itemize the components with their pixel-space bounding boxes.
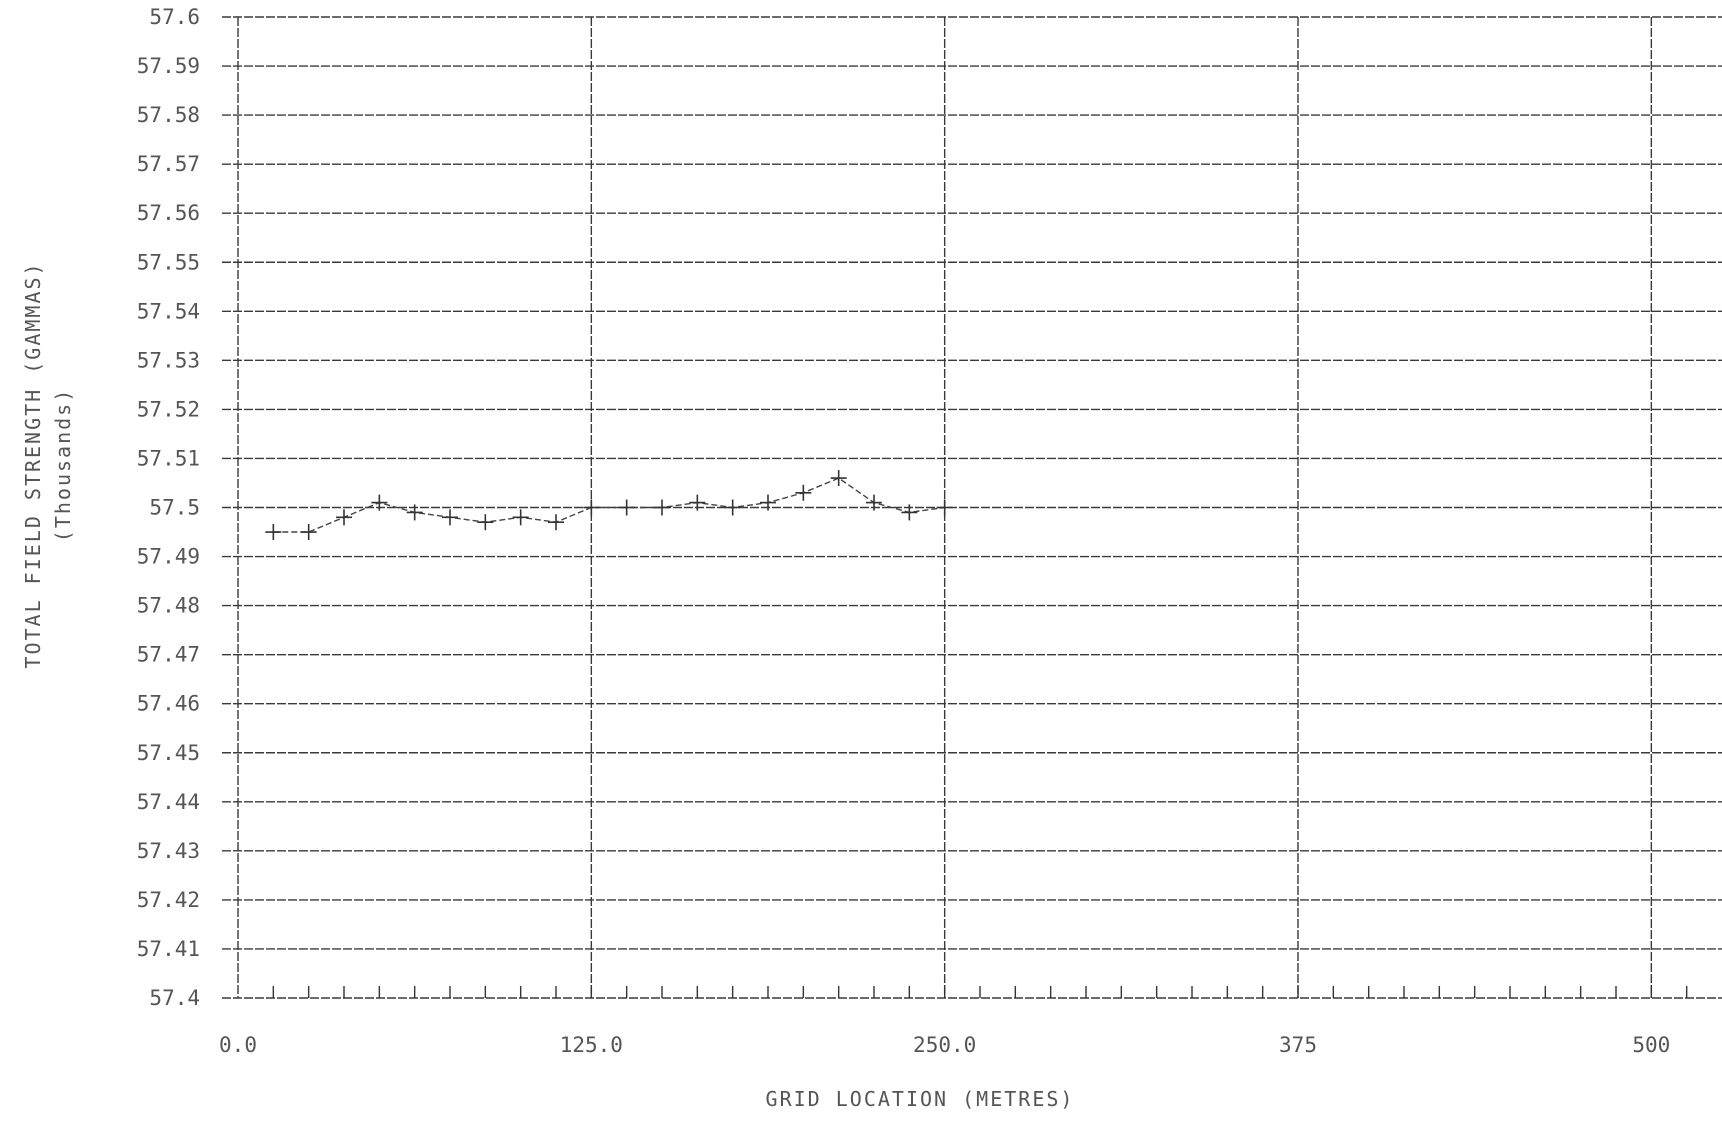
data-point bbox=[583, 499, 600, 516]
series-line bbox=[273, 477, 945, 533]
data-point bbox=[336, 509, 352, 526]
data-point bbox=[689, 494, 706, 511]
grid bbox=[222, 16, 1722, 999]
data-series bbox=[265, 470, 953, 541]
y-tick-label: 57.5 bbox=[149, 496, 200, 520]
y-tick-label: 57.49 bbox=[137, 545, 200, 569]
data-point bbox=[901, 504, 918, 521]
data-point bbox=[442, 509, 458, 526]
y-tick-label: 57.57 bbox=[137, 152, 200, 176]
data-point bbox=[548, 514, 564, 531]
x-axis-title: GRID LOCATION (METRES) bbox=[766, 1087, 1075, 1111]
x-tick-label: 125.0 bbox=[560, 1033, 623, 1057]
y-tick-label: 57.51 bbox=[137, 446, 200, 470]
y-tick-label: 57.55 bbox=[137, 250, 200, 274]
y-axis-subtitle: (Thousands) bbox=[51, 388, 75, 542]
y-tick-label: 57.43 bbox=[137, 839, 200, 863]
data-point bbox=[265, 524, 282, 541]
y-tick-label: 57.52 bbox=[137, 397, 200, 421]
x-tick-label: 250.0 bbox=[913, 1033, 976, 1057]
data-point bbox=[300, 524, 317, 541]
y-tick-label: 57.59 bbox=[137, 54, 200, 78]
axis-ticks bbox=[272, 986, 1688, 998]
y-tick-label: 57.41 bbox=[137, 937, 200, 961]
data-point bbox=[866, 494, 882, 511]
data-point bbox=[795, 484, 812, 501]
data-point bbox=[936, 499, 953, 516]
data-point bbox=[618, 499, 635, 516]
y-tick-label: 57.42 bbox=[137, 888, 200, 912]
y-tick-label: 57.45 bbox=[137, 741, 200, 765]
data-point bbox=[371, 494, 388, 511]
data-point bbox=[406, 504, 423, 521]
y-tick-label: 57.44 bbox=[137, 790, 200, 814]
data-point bbox=[760, 494, 776, 511]
x-tick-label: 375 bbox=[1279, 1033, 1317, 1057]
tick-labels: 57.6 57.59 57.58 57.57 57.56 57.55 57.54 57.53 5… bbox=[137, 5, 1671, 1057]
x-tick-label: 0.0 bbox=[219, 1033, 257, 1057]
y-tick-label: 57.46 bbox=[137, 692, 200, 716]
y-tick-label: 57.48 bbox=[137, 594, 200, 618]
data-point bbox=[477, 514, 494, 531]
y-tick-label: 57.53 bbox=[137, 348, 200, 372]
y-tick-label: 57.4 bbox=[149, 986, 200, 1010]
y-tick-label: 57.47 bbox=[137, 643, 200, 667]
y-tick-label: 57.6 bbox=[149, 5, 200, 29]
y-axis-title: TOTAL FIELD STRENGTH (GAMMAS) bbox=[21, 261, 45, 668]
data-point bbox=[512, 509, 529, 526]
y-tick-label: 57.54 bbox=[137, 299, 200, 323]
y-tick-label: 57.58 bbox=[137, 103, 200, 127]
y-tick-label: 57.56 bbox=[137, 201, 200, 225]
data-point bbox=[654, 499, 670, 516]
data-point bbox=[724, 499, 741, 516]
data-point bbox=[830, 470, 847, 487]
x-tick-label: 500 bbox=[1632, 1033, 1670, 1057]
